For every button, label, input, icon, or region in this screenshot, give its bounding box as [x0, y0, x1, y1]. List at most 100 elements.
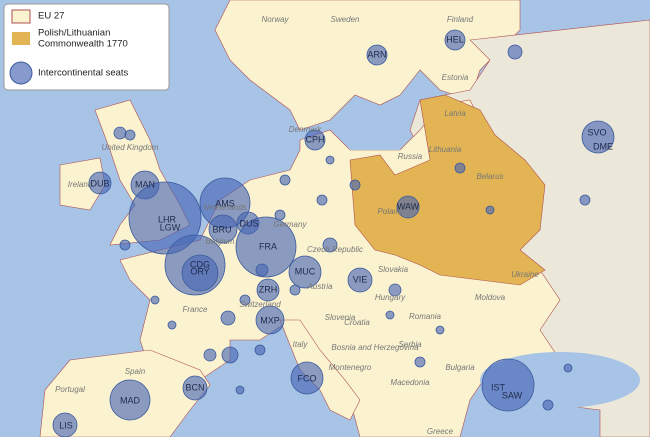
- airport-label: BCN: [185, 382, 204, 392]
- legend-label: EU 27: [38, 11, 64, 22]
- airport-bubble: [542, 399, 554, 411]
- airport-bubble: [435, 325, 445, 335]
- airport-bubble: [325, 155, 335, 165]
- airport-label: SVO: [587, 127, 606, 137]
- airport-bubble: [128, 181, 202, 255]
- country-label: Greece: [427, 427, 454, 436]
- country-label: Hungary: [375, 293, 406, 302]
- legend-swatch: [12, 32, 30, 45]
- airport-bubble: [349, 179, 361, 191]
- legend-swatch: [11, 9, 31, 24]
- airport-label: AMS: [215, 198, 235, 208]
- airport-label: DUB: [90, 178, 109, 188]
- legend-label: Commonwealth 1770: [38, 39, 128, 50]
- airport-bubble: [52, 412, 78, 437]
- legend-label: Intercontinental seats: [38, 68, 129, 79]
- country-label: Sweden: [331, 15, 360, 24]
- country-label: Denmark: [289, 125, 322, 134]
- airport-bubble: [507, 44, 523, 60]
- airport-bubble: [255, 263, 269, 277]
- country-label: Switzerland: [239, 300, 281, 309]
- country-label: Montenegro: [329, 363, 372, 372]
- airport-label: LGW: [160, 222, 181, 232]
- airport-bubble: [454, 162, 466, 174]
- airport-label: MAD: [120, 395, 141, 405]
- airport-bubble: [279, 174, 291, 186]
- airport-bubble: [396, 195, 420, 219]
- country-label: Germany: [274, 220, 308, 229]
- airport-label: VIE: [353, 274, 368, 284]
- airport-label: LIS: [59, 420, 73, 430]
- country-label: Ukraine: [511, 270, 539, 279]
- bubbles: [52, 29, 615, 437]
- airport-bubble: [444, 29, 466, 51]
- country-label: Netherlands: [203, 203, 246, 212]
- scandinavia: [214, 0, 521, 131]
- legend-label: Polish/Lithuanian: [38, 28, 110, 39]
- airport-bubble: [88, 171, 112, 195]
- airport-bubble: [113, 126, 127, 140]
- airport-bubble: [235, 385, 245, 395]
- airport-bubble: [388, 283, 402, 297]
- airport-bubble: [181, 254, 219, 292]
- airport-label: LHR: [158, 214, 177, 224]
- airport-bubble: [255, 305, 285, 335]
- country-label: Poland: [378, 207, 403, 216]
- airport-label: FRA: [259, 241, 277, 251]
- airport-label: MUC: [295, 266, 316, 276]
- airport-bubble: [563, 363, 573, 373]
- airport-label: ZRH: [259, 284, 278, 294]
- country-label: Ireland: [68, 180, 93, 189]
- airport-bubble: [414, 356, 426, 368]
- airport-bubble: [208, 214, 238, 244]
- airport-bubble: [274, 209, 286, 221]
- airport-bubble: [220, 310, 236, 326]
- ireland: [59, 157, 106, 211]
- airport-label: ARN: [367, 49, 386, 59]
- airport-bubble: [322, 237, 338, 253]
- country-label: Slovakia: [378, 265, 409, 274]
- baltic: [330, 110, 400, 150]
- airport-bubble: [221, 346, 239, 364]
- country-label: Bosnia and Herzegovina: [331, 343, 419, 352]
- country-label: Finland: [447, 15, 474, 24]
- airport-label: BRU: [212, 224, 231, 234]
- airport-bubble: [235, 216, 297, 278]
- airport-label: FCO: [298, 373, 317, 383]
- airport-bubble: [119, 239, 131, 251]
- airport-label: WAW: [397, 201, 420, 211]
- airport-bubble: [485, 205, 495, 215]
- country-label: Moldova: [475, 293, 506, 302]
- airport-bubble: [581, 120, 615, 154]
- airport-bubble: [254, 344, 266, 356]
- country-label: Spain: [125, 367, 146, 376]
- airport-bubble: [289, 284, 301, 296]
- airport-label: HEL: [446, 34, 464, 44]
- country-label: Serbia: [398, 340, 422, 349]
- country-label: Lithuania: [429, 145, 462, 154]
- country-label: Slovenia: [325, 313, 356, 322]
- airport-label: SAW: [502, 390, 523, 400]
- country-label: Czech Republic: [307, 245, 363, 254]
- airport-label: MXP: [260, 315, 280, 325]
- legend-swatch: [9, 61, 33, 85]
- country-label: Romania: [409, 312, 442, 321]
- country-label: Norway: [261, 15, 289, 24]
- airport-bubble: [203, 348, 217, 362]
- country-label: Croatia: [344, 318, 370, 327]
- airport-bubble: [109, 379, 151, 421]
- airport-bubble: [239, 294, 251, 306]
- country-label: Estonia: [442, 73, 469, 82]
- airport-bubble: [481, 358, 535, 412]
- airport-label: DME: [593, 141, 613, 151]
- airport-bubble: [167, 320, 177, 330]
- airport-bubble: [579, 194, 591, 206]
- airport-bubble: [124, 129, 136, 141]
- airport-bubble: [304, 129, 326, 151]
- country-label: United Kingdom: [102, 143, 159, 152]
- airport-bubble: [288, 255, 322, 289]
- airport-bubble: [290, 361, 324, 395]
- country-label: Bulgaria: [445, 363, 475, 372]
